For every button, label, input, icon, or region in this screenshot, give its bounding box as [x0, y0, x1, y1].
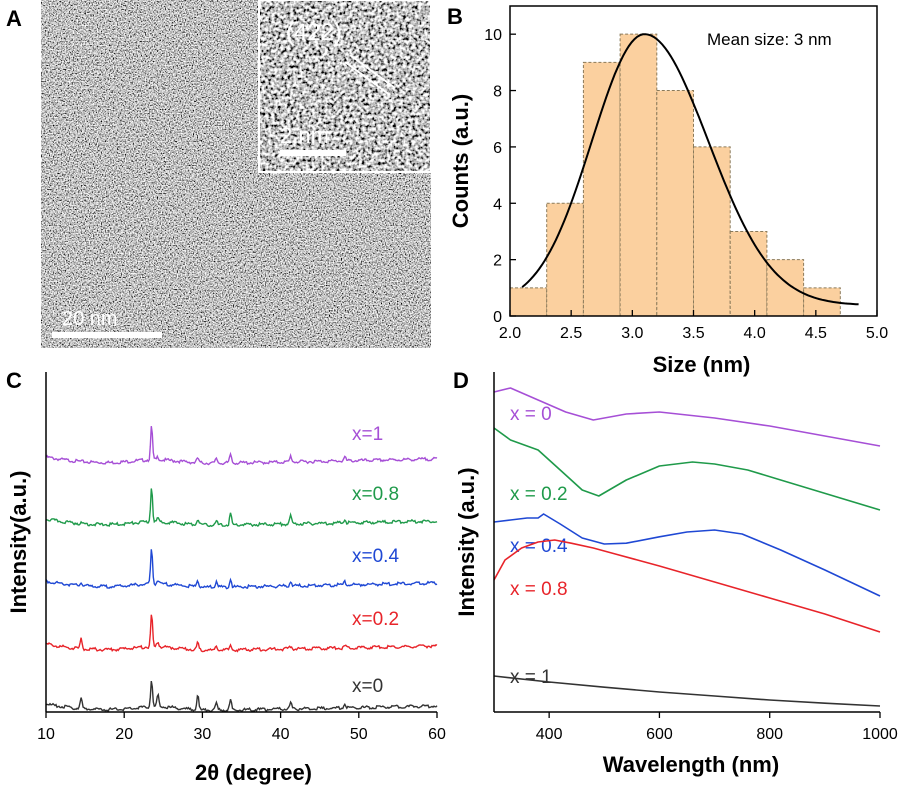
histogram-bar: [693, 146, 731, 317]
chart-b: 2.0 2.5 3.0 3.5 4.0 4.5 5.0 0 2 4 6 8 10 Size (nm) Cou…: [448, 5, 888, 377]
x-tick-label: 4.5: [805, 325, 827, 342]
xrd-series-line: [45, 549, 438, 590]
x-tick-label: 40: [272, 726, 290, 743]
series-label: x = 0: [510, 404, 552, 425]
y-tick-label: 4: [493, 196, 502, 213]
y-tick-label: 0: [493, 309, 502, 326]
panel-label-d: D: [453, 368, 469, 393]
xrd-series-line: [45, 488, 438, 528]
lattice-plane-label: (422): [286, 19, 342, 46]
histogram-bar: [656, 90, 694, 317]
series-label: x=0: [352, 676, 383, 697]
panel-label-c: C: [6, 368, 22, 393]
y-tick-label: 8: [493, 84, 502, 101]
x-tick-label: 60: [428, 726, 446, 743]
series-label: x = 0.4: [510, 536, 568, 557]
y-tick-label: 2: [493, 253, 502, 270]
series-label: x = 1: [510, 667, 552, 688]
mean-size-annotation: Mean size: 3 nm: [707, 30, 832, 49]
y-axis-label: Intensity (a.u.): [454, 467, 479, 616]
absorption-series-line: [493, 387, 881, 447]
series-label: x = 0.2: [510, 484, 568, 505]
xrd-series-line: [45, 614, 438, 653]
x-tick-label: 2.0: [499, 325, 521, 342]
scale-bar-label: 20 nm: [62, 308, 118, 330]
x-tick-label: 50: [350, 726, 368, 743]
x-tick-label: 600: [646, 726, 673, 743]
x-tick-label: 2.5: [560, 325, 582, 342]
x-tick-label: 800: [756, 726, 783, 743]
histogram-bar: [546, 202, 584, 317]
absorption-series-line: [493, 427, 881, 511]
tem-inset: (422) 2 nm: [258, 0, 432, 173]
xrd-series-line: [45, 426, 438, 466]
series-label: x = 0.8: [510, 579, 568, 600]
panel-label-a: A: [6, 6, 22, 31]
x-tick-label: 30: [194, 726, 212, 743]
y-tick-label: 6: [493, 140, 502, 157]
histogram-bar: [619, 33, 658, 317]
histogram-bar: [582, 61, 621, 317]
inset-scale-bar: [280, 150, 346, 156]
x-tick-label: 400: [536, 726, 563, 743]
fit-curve: [521, 33, 859, 306]
chart-c: x=1 x=0.8 x=0.4 x=0.2 x=0 10 20 30 40 50 60 2θ (deg…: [6, 372, 446, 785]
series-label: x=0.4: [352, 546, 399, 567]
x-tick-label: 4.0: [744, 325, 766, 342]
series-label: x=0.8: [352, 484, 399, 505]
y-axis-label: Counts (a.u.): [448, 94, 473, 228]
histogram-bar: [509, 287, 548, 317]
absorption-series-line: [493, 539, 881, 633]
series-label: x=1: [352, 424, 383, 445]
x-tick-label: 3.5: [682, 325, 704, 342]
x-tick-label: 10: [37, 726, 55, 743]
x-tick-label: 1000: [862, 726, 898, 743]
absorption-series-line: [493, 513, 881, 597]
inset-scale-bar-label: 2 nm: [280, 123, 329, 148]
chart-d: x = 0 x = 0.2 x = 0.4 x = 0.8 x = 1 400 600 800…: [454, 372, 898, 777]
scale-bar: [52, 332, 162, 338]
histogram-bar: [729, 230, 768, 317]
x-tick-label: 5.0: [866, 325, 888, 342]
x-axis-label: Size (nm): [653, 352, 751, 377]
y-axis-label: Intensity(a.u.): [6, 470, 31, 613]
x-axis-label: 2θ (degree): [195, 760, 312, 785]
y-tick-label: 10: [484, 27, 502, 44]
absorption-series-line: [493, 675, 881, 707]
x-tick-label: 3.0: [621, 325, 643, 342]
lattice-fringe-lines: [344, 54, 396, 96]
x-tick-label: 20: [115, 726, 133, 743]
series-label: x=0.2: [352, 609, 399, 630]
x-axis-label: Wavelength (nm): [603, 752, 779, 777]
panel-label-b: B: [447, 4, 463, 29]
